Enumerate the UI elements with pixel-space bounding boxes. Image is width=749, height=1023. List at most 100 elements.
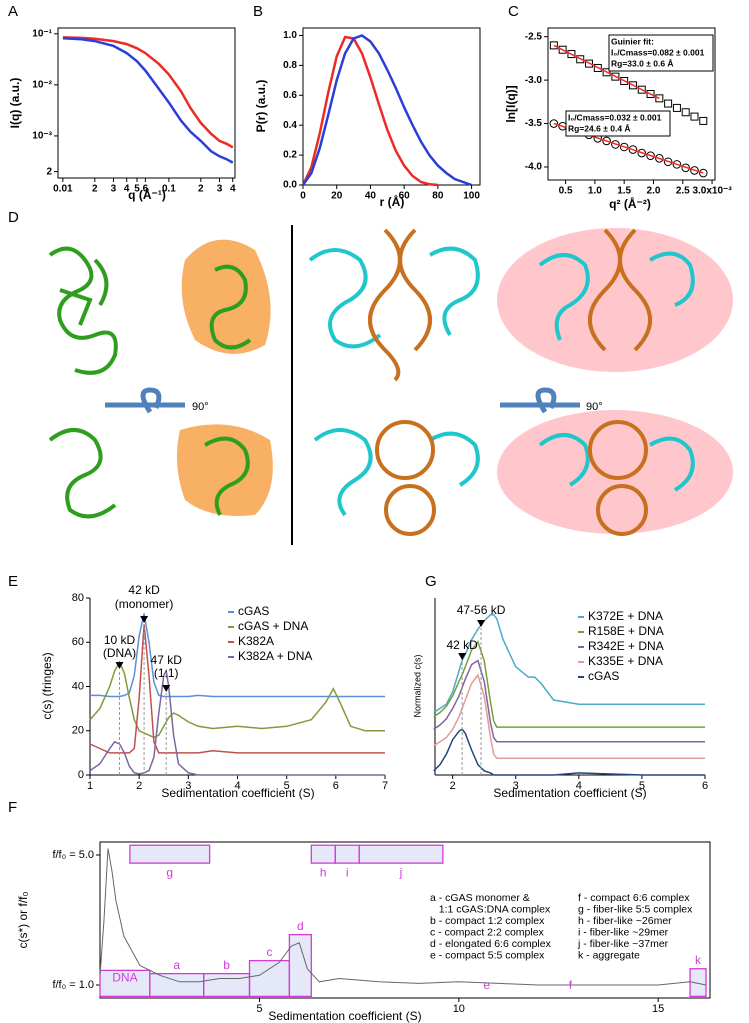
marker-label: 47-56 kD — [457, 603, 506, 617]
y-tick-label: 0.8 — [283, 60, 297, 71]
data-line — [90, 613, 385, 698]
plot-frame — [57, 27, 236, 179]
region-label: i — [346, 865, 349, 879]
x-tick-label: 3 — [217, 184, 223, 195]
y-tick-label: -3.5 — [525, 118, 543, 129]
x-tick-label: 100 — [463, 191, 480, 202]
panel-label: C — [508, 3, 519, 20]
x-tick-label: 40 — [365, 191, 377, 202]
annotation-box — [565, 110, 671, 137]
data-point — [549, 41, 558, 50]
region-label: b — [223, 958, 230, 972]
data-line — [553, 44, 660, 100]
marker-label: 10 kD — [104, 633, 136, 647]
y-tick-label: -2.5 — [525, 31, 543, 42]
data-point — [576, 55, 585, 64]
x-tick-label: 2 — [198, 184, 204, 195]
region-label: j — [399, 865, 403, 879]
marker-label: 42 kD — [128, 583, 160, 597]
y-axis-label: I(q) (a.u.) — [8, 78, 22, 129]
annotation-box — [608, 34, 714, 72]
marker-label: 42 kD — [446, 638, 478, 652]
data-point — [672, 160, 682, 169]
legend-text: j - fiber-like ~37mer — [577, 938, 669, 950]
region-box — [358, 844, 444, 864]
region-box — [149, 972, 205, 998]
y-tick-label: 0.4 — [283, 120, 297, 131]
envelope — [176, 239, 273, 516]
data-point — [585, 59, 594, 68]
x-tick-label: 60 — [399, 191, 411, 202]
x-tick-label: 1 — [87, 780, 93, 792]
marker-arrow — [458, 653, 467, 660]
x-tick-label: 1.5 — [617, 186, 631, 197]
x-tick-label: 4 — [576, 780, 582, 792]
x-tick-label: 80 — [432, 191, 444, 202]
x-tick-label: 2.0 — [647, 186, 661, 197]
data-point — [549, 119, 559, 128]
x-tick-label: 0.5 — [559, 186, 573, 197]
x-tick-label: 6 — [333, 780, 339, 792]
x-axis-label: Sedimentation coefficient (S) — [493, 786, 646, 800]
region-label: d — [297, 919, 304, 933]
x-axis-label: Sedimentation coefficient (S) — [268, 1009, 421, 1023]
data-point — [628, 145, 638, 154]
data-point — [663, 157, 673, 167]
data-point — [611, 72, 620, 81]
region-label: c — [266, 945, 272, 959]
x-tick-label: 5 — [256, 1003, 262, 1015]
data-line — [89, 660, 385, 739]
data-point — [602, 136, 611, 146]
x-tick-label: 4 — [234, 780, 240, 792]
region-label: e — [483, 978, 490, 992]
legend-label: K382A + DNA — [238, 649, 312, 663]
data-point — [655, 94, 664, 103]
x-tick-label: 1.0 — [588, 186, 602, 197]
data-line — [433, 640, 705, 728]
legend-text: a - cGAS monomer & — [430, 892, 530, 904]
legend-text: g - fiber-like 5:5 complex — [578, 903, 693, 915]
y-tick-label: 0 — [78, 769, 84, 781]
y-tick-label: 2 — [46, 166, 52, 177]
protein-cartoon — [48, 246, 252, 519]
y-tick-label: 10⁻¹ — [32, 28, 52, 39]
x-axis-label: q² (Å⁻²) — [609, 196, 651, 211]
region-label: DNA — [112, 971, 137, 985]
x-tick-label: 4 — [124, 184, 130, 195]
x-tick-label: 2 — [450, 780, 456, 792]
x-tick-label: 0.01 — [53, 184, 73, 195]
legend-label: K382A — [238, 634, 274, 648]
dna-helix — [368, 228, 652, 536]
plot-frame — [302, 27, 481, 186]
x-tick-label: 15 — [652, 1003, 664, 1015]
data-point — [698, 168, 708, 178]
structure-panel: 90° 90° D — [8, 209, 733, 545]
data-point — [637, 148, 647, 158]
data-point — [646, 90, 655, 99]
data-point — [690, 112, 699, 121]
y-tick-label: 80 — [72, 592, 84, 604]
legend-text: b - compact 1:2 complex — [430, 915, 545, 927]
y-tick-label: -3.0 — [525, 75, 543, 86]
region-box — [310, 844, 336, 864]
region-label: g — [166, 865, 173, 879]
x-tick-label: 7 — [382, 780, 388, 792]
annotation-text: Rg=33.0 ± 0.6 Å — [611, 58, 674, 68]
region-box — [334, 844, 360, 864]
x-tick-label: 6 — [143, 184, 149, 195]
data-point — [681, 108, 690, 117]
region-label: a — [173, 958, 180, 972]
protein-cartoon — [308, 246, 695, 517]
data-line — [301, 35, 439, 187]
legend-text: h - fiber-like ~26mer — [578, 915, 672, 927]
panel-label: F — [8, 799, 17, 816]
data-point — [637, 85, 646, 94]
panel-label: A — [8, 3, 18, 20]
x-tick-label: 3 — [513, 780, 519, 792]
x-tick-label: 0 — [300, 191, 306, 202]
x-tick-label: 3.0x10⁻³ — [692, 186, 732, 197]
rotation-label: 90° — [586, 401, 603, 413]
y-tick-label: 10⁻² — [32, 80, 52, 91]
rotation-label: 90° — [192, 401, 209, 413]
